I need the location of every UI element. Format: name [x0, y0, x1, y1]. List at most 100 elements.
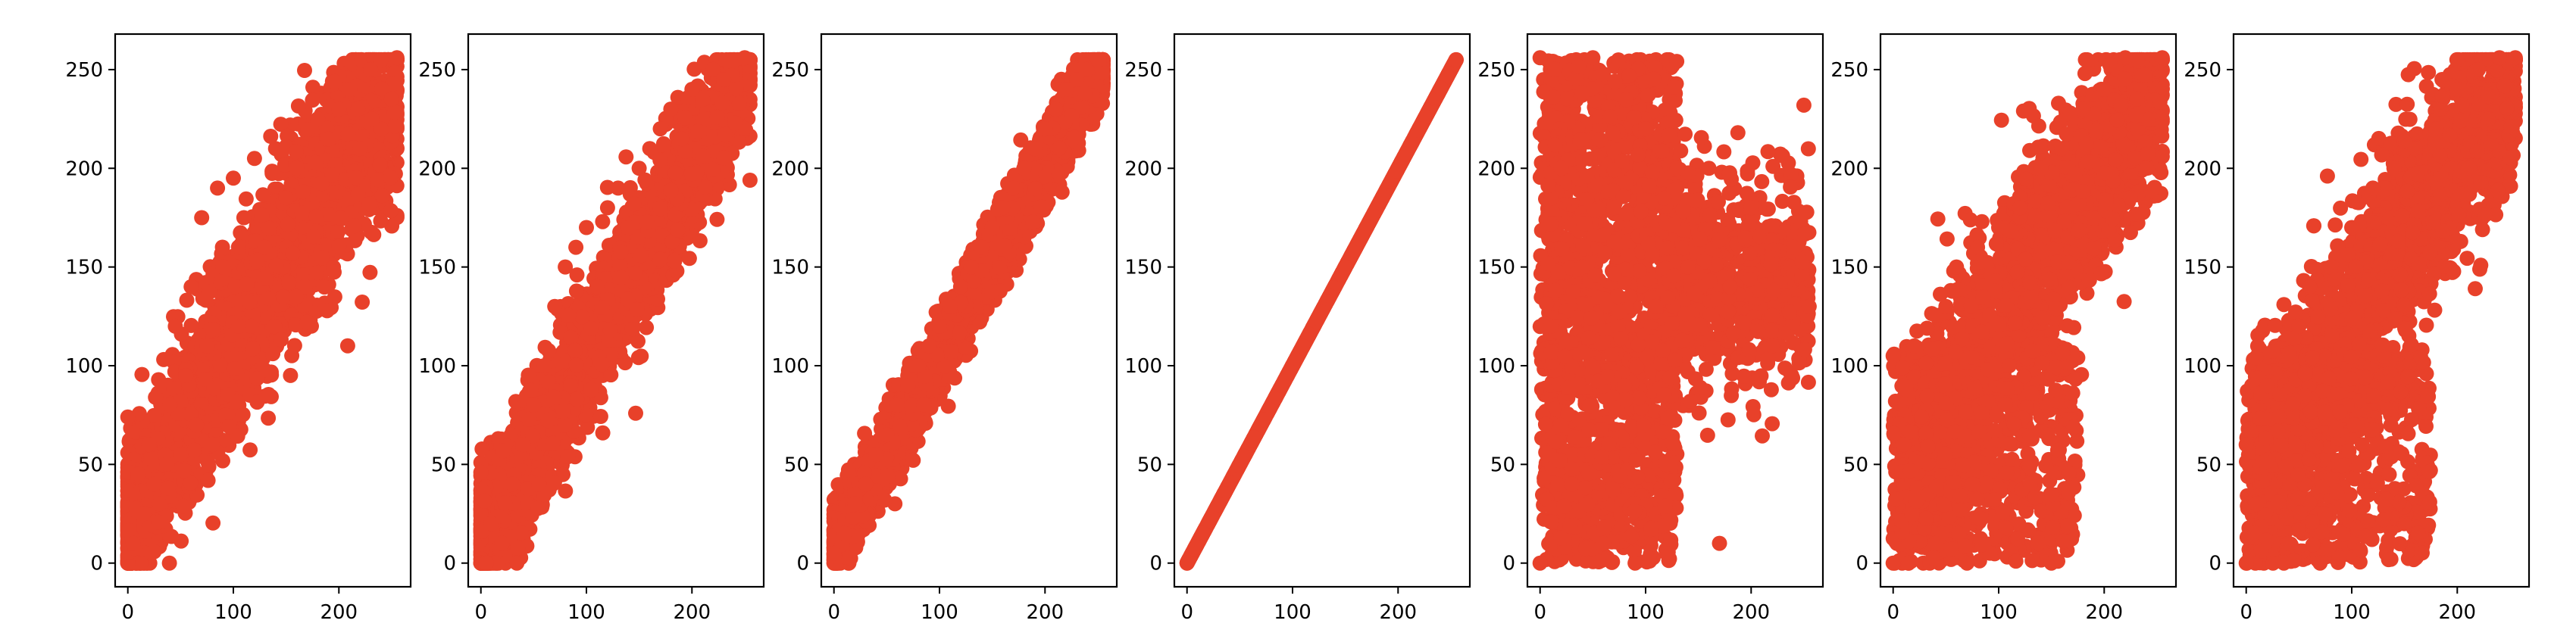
data-point [166, 381, 182, 397]
data-point [355, 295, 370, 310]
data-point [374, 81, 389, 97]
data-point [369, 172, 385, 188]
data-point [221, 419, 237, 435]
data-point [383, 170, 399, 186]
data-point [164, 528, 180, 544]
data-point [333, 210, 349, 226]
data-point [278, 190, 294, 206]
data-point [285, 245, 301, 261]
data-point [179, 292, 195, 308]
data-point [386, 104, 402, 120]
data-point [136, 506, 152, 522]
data-point [246, 151, 262, 167]
data-point [383, 203, 399, 219]
data-point [288, 144, 304, 160]
data-point [167, 318, 183, 334]
data-point [327, 264, 342, 280]
data-point [317, 279, 333, 295]
data-point [742, 173, 758, 188]
data-point [146, 407, 162, 423]
data-point [175, 498, 191, 514]
data-point [254, 207, 270, 223]
data-point [331, 101, 347, 117]
data-point [339, 338, 355, 354]
data-point [595, 214, 611, 229]
data-point [148, 389, 164, 405]
data-point [372, 157, 388, 173]
data-point [523, 382, 539, 398]
data-point [264, 364, 279, 380]
data-point [297, 63, 312, 78]
data-point [373, 213, 389, 229]
data-point [297, 279, 313, 295]
data-point [320, 131, 336, 147]
data-point [330, 223, 346, 239]
data-point [364, 111, 380, 127]
data-point [626, 196, 642, 212]
data-point [257, 239, 273, 255]
data-point [308, 154, 324, 170]
data-point [374, 121, 389, 137]
data-point [299, 314, 315, 330]
data-point [121, 522, 137, 538]
data-point [176, 463, 192, 479]
data-point [474, 441, 490, 457]
data-point [280, 217, 295, 232]
data-point [212, 357, 228, 373]
data-point [141, 437, 157, 453]
data-point [350, 101, 366, 117]
data-point [274, 332, 289, 348]
data-point [295, 184, 311, 200]
data-point [309, 265, 324, 281]
data-point [194, 210, 210, 226]
data-point [618, 149, 634, 165]
data-point [183, 475, 199, 491]
data-point [363, 61, 379, 77]
data-point [131, 406, 147, 422]
x-tick-label: 100 [214, 601, 252, 624]
y-tick-label: 200 [65, 157, 103, 180]
data-point [692, 233, 708, 248]
data-point [161, 555, 177, 571]
data-point [200, 472, 216, 488]
data-point [159, 456, 175, 472]
x-tick-label: 200 [320, 601, 358, 624]
data-point [569, 267, 585, 283]
data-point [249, 394, 265, 410]
data-point [383, 92, 399, 107]
data-point [273, 117, 289, 132]
y-tick-label: 100 [65, 355, 103, 378]
data-point [289, 161, 305, 176]
data-point [162, 398, 178, 413]
data-point [255, 187, 271, 203]
data-point [146, 476, 162, 492]
data-point [362, 264, 378, 280]
data-point [242, 295, 258, 310]
data-point [227, 361, 242, 376]
y-tick-label: 50 [78, 454, 103, 476]
data-point [622, 179, 638, 195]
data-point [236, 210, 252, 226]
data-point [350, 186, 366, 202]
y-tick-label: 150 [65, 257, 103, 279]
data-point [310, 111, 326, 127]
data-point [229, 394, 245, 410]
data-point [342, 82, 358, 97]
data-point [239, 276, 255, 292]
data-point [243, 318, 259, 334]
data-point [261, 291, 277, 306]
data-point [235, 407, 251, 422]
data-point [308, 208, 324, 224]
data-point [327, 73, 342, 89]
data-point [120, 409, 136, 425]
data-point [331, 238, 347, 254]
data-point [267, 319, 283, 335]
data-point [130, 466, 146, 482]
data-point [387, 118, 403, 134]
data-point [210, 180, 226, 196]
data-point [202, 284, 217, 300]
data-point [667, 165, 683, 181]
data-point [283, 367, 299, 383]
